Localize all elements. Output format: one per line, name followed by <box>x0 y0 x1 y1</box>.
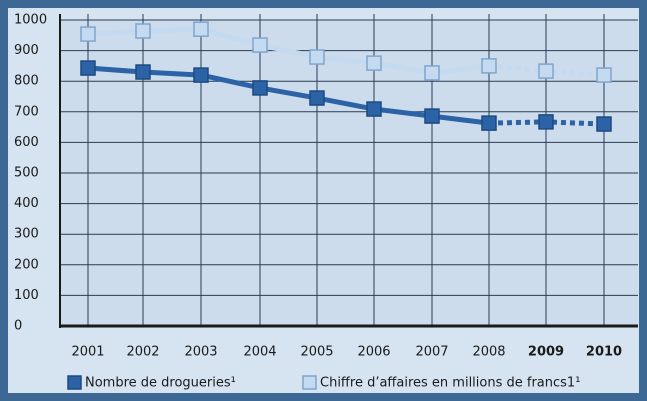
y-tick-label: 600 <box>14 135 39 150</box>
marker <box>366 101 382 117</box>
y-tick-label: 700 <box>14 104 39 119</box>
y-tick-label: 500 <box>14 166 39 181</box>
x-tick-label: 2005 <box>300 345 333 360</box>
legend-swatch <box>302 375 317 390</box>
legend-swatch <box>67 375 82 390</box>
marker <box>366 55 382 71</box>
legend-label: Nombre de drogueries¹ <box>85 376 236 391</box>
x-tick-label: 2002 <box>126 345 159 360</box>
marker <box>481 58 497 74</box>
marker <box>424 108 440 124</box>
marker <box>309 90 325 106</box>
marker <box>309 49 325 65</box>
x-tick-label: 2007 <box>415 345 448 360</box>
marker <box>80 60 96 76</box>
marker <box>80 26 96 42</box>
marker <box>135 23 151 39</box>
y-tick-label: 900 <box>14 43 39 58</box>
x-tick-label: 2001 <box>71 345 104 360</box>
marker <box>596 116 612 132</box>
y-tick-label: 800 <box>14 74 39 89</box>
marker <box>424 65 440 81</box>
legend-label: Chiffre d’affaires en millions de francs… <box>320 376 580 391</box>
marker <box>193 21 209 37</box>
x-tick-label: 2004 <box>243 345 276 360</box>
marker <box>538 114 554 130</box>
marker <box>252 37 268 53</box>
x-tick-label: 2010 <box>586 345 622 360</box>
marker <box>252 80 268 96</box>
marker <box>596 67 612 83</box>
marker <box>481 115 497 131</box>
y-tick-label: 400 <box>14 196 39 211</box>
x-tick-label: 2008 <box>472 345 505 360</box>
y-tick-label: 200 <box>14 257 39 272</box>
marker <box>538 63 554 79</box>
y-tick-label: 300 <box>14 227 39 242</box>
y-tick-label: 1000 <box>14 13 47 28</box>
x-tick-label: 2006 <box>357 345 390 360</box>
marker <box>193 67 209 83</box>
series-line <box>87 26 490 76</box>
y-tick-label: 100 <box>14 288 39 303</box>
marker <box>135 64 151 80</box>
x-tick-label: 2003 <box>184 345 217 360</box>
y-tick-label: 0 <box>14 319 22 334</box>
series-line <box>87 65 490 126</box>
x-tick-label: 2009 <box>528 345 564 360</box>
